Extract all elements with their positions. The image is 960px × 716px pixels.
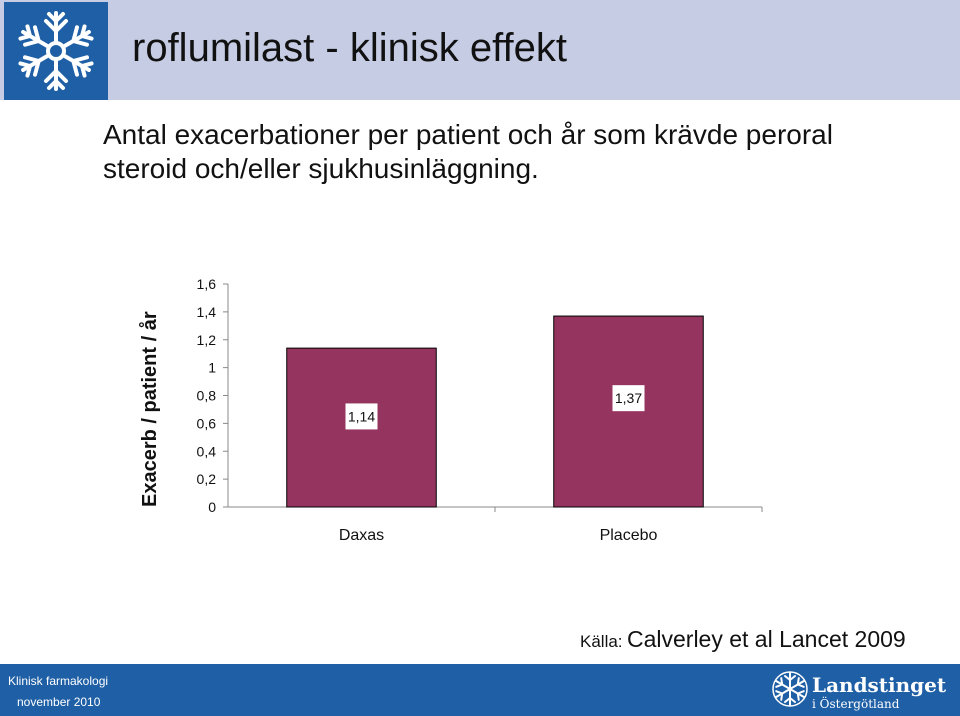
data-label: 1,37 [615, 390, 642, 406]
y-tick-label: 1,2 [197, 332, 217, 348]
data-label: 1,14 [348, 408, 375, 424]
footer-org-region: i Östergötland [812, 697, 900, 711]
header-band: roflumilast - klinisk effekt [0, 0, 960, 100]
bars: 1,14 1,37 [286, 315, 704, 508]
snowflake-logo-icon [16, 11, 96, 91]
y-tick-label: 0,6 [197, 415, 217, 431]
slide-subtitle: Antal exacerbationer per patient och år … [103, 119, 833, 184]
page-title: roflumilast - klinisk effekt [132, 26, 567, 70]
source-text: Calverley et al Lancet 2009 [626, 626, 906, 652]
footer-department: Klinisk farmakologi [8, 674, 109, 688]
source-label: Källa: [580, 632, 623, 651]
y-axis: 0 0,2 0,4 0,6 0,8 1 1,2 1,4 1,6 [197, 276, 229, 515]
data-label-box [612, 385, 645, 412]
y-tick-label: 1,4 [197, 304, 217, 320]
y-tick-label: 0,2 [197, 471, 217, 487]
y-tick-label: 1 [208, 360, 216, 376]
x-tick-label: Daxas [339, 527, 384, 544]
x-axis: Daxas Placebo [228, 506, 763, 544]
y-tick-label: 0 [208, 499, 216, 515]
data-label-box [345, 403, 378, 430]
bar-chart: Exacerb / patient / år 0 0,2 0,4 0,6 0,8 1 1,2… [138, 276, 763, 544]
x-tick-label: Placebo [600, 527, 658, 544]
footer: Klinisk farmakologi november 2010 Landst… [0, 664, 960, 716]
y-axis-label: Exacerb / patient / år [138, 311, 161, 507]
source-citation: Källa: Calverley et al Lancet 2009 [580, 626, 906, 653]
y-tick-label: 0,8 [197, 388, 217, 404]
snowflake-logo-icon [772, 671, 808, 707]
y-tick-label: 0,4 [197, 443, 217, 459]
bar-placebo [553, 315, 704, 508]
footer-date: november 2010 [17, 695, 101, 709]
y-tick-label: 1,6 [197, 276, 217, 292]
footer-org-name: Landstinget [812, 673, 947, 697]
header-logo [4, 2, 108, 100]
